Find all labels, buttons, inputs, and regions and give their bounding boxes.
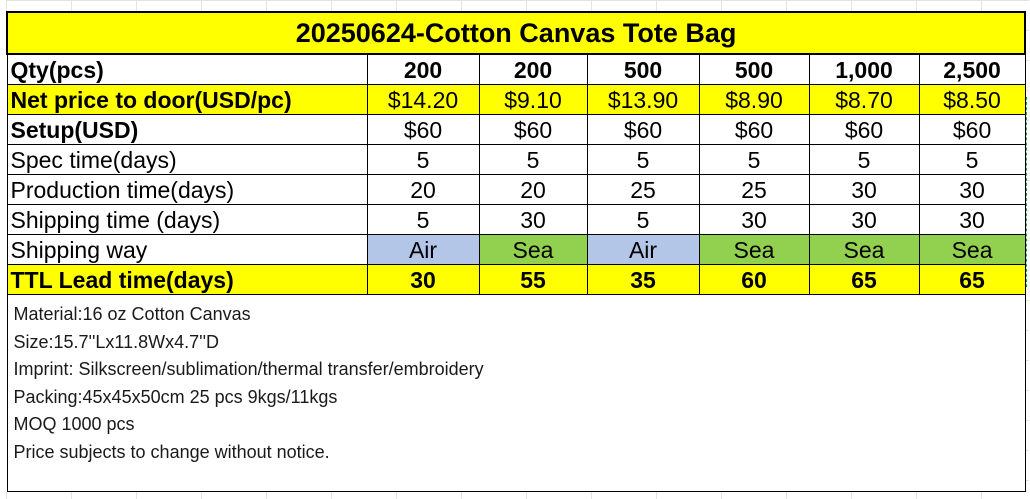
price-cell[interactable]: $14.20 bbox=[366, 84, 480, 115]
row-label[interactable]: Shipping time (days) bbox=[6, 204, 368, 235]
ttl-lead-time-row: TTL Lead time(days) 30 55 35 60 65 65 bbox=[6, 264, 1026, 295]
production-cell[interactable]: 25 bbox=[586, 174, 700, 205]
shipping-time-cell[interactable]: 30 bbox=[478, 204, 588, 235]
lead-time-cell[interactable]: 65 bbox=[808, 264, 920, 295]
setup-cell[interactable]: $60 bbox=[586, 114, 700, 145]
qty-label[interactable]: Qty(pcs) bbox=[6, 53, 368, 85]
production-cell[interactable]: 25 bbox=[698, 174, 810, 205]
production-time-row: Production time(days) 20 20 25 25 30 30 bbox=[6, 174, 1026, 205]
production-cell[interactable]: 30 bbox=[918, 174, 1026, 205]
shipping-way-cell[interactable]: Air bbox=[366, 234, 480, 265]
spec-cell[interactable]: 5 bbox=[698, 144, 810, 175]
spec-cell[interactable]: 5 bbox=[478, 144, 588, 175]
price-cell[interactable]: $8.90 bbox=[698, 84, 810, 115]
note-imprint: Imprint: Silkscreen/sublimation/thermal … bbox=[13, 359, 484, 379]
row-label[interactable]: TTL Lead time(days) bbox=[6, 264, 368, 295]
sheet-title[interactable]: 20250624-Cotton Canvas Tote Bag bbox=[5, 11, 1027, 55]
net-price-row: Net price to door(USD/pc) $14.20 $9.10 $… bbox=[6, 84, 1026, 115]
shipping-time-cell[interactable]: 30 bbox=[698, 204, 810, 235]
notes-row: Material:16 oz Cotton Canvas Size:15.7''… bbox=[6, 294, 1026, 492]
note-size: Size:15.7''Lx11.8Wx4.7''D bbox=[13, 331, 220, 352]
price-cell[interactable]: $8.70 bbox=[808, 84, 920, 115]
page-break-line bbox=[1026, 97, 1027, 287]
spec-cell[interactable]: 5 bbox=[808, 144, 920, 175]
shipping-time-cell[interactable]: 30 bbox=[918, 204, 1026, 235]
qty-row: Qty(pcs) 200 200 500 500 1,000 2,500 bbox=[6, 53, 1026, 85]
price-cell[interactable]: $8.50 bbox=[918, 84, 1026, 115]
lead-time-cell[interactable]: 60 bbox=[698, 264, 810, 295]
lead-time-cell[interactable]: 30 bbox=[366, 264, 480, 295]
qty-cell[interactable]: 2,500 bbox=[918, 53, 1026, 85]
note-material: Material:16 oz Cotton Canvas bbox=[13, 304, 251, 324]
shipping-time-cell[interactable]: 5 bbox=[366, 204, 480, 235]
notes-cell[interactable]: Material:16 oz Cotton Canvas Size:15.7''… bbox=[6, 294, 1026, 492]
qty-cell[interactable]: 500 bbox=[698, 53, 810, 85]
row-label[interactable]: Spec time(days) bbox=[6, 144, 368, 175]
lead-time-cell[interactable]: 55 bbox=[478, 264, 588, 295]
qty-cell[interactable]: 1,000 bbox=[808, 53, 920, 85]
shipping-time-cell[interactable]: 5 bbox=[586, 204, 700, 235]
row-label[interactable]: Production time(days) bbox=[6, 174, 368, 205]
shipping-way-cell[interactable]: Sea bbox=[918, 234, 1026, 265]
spec-cell[interactable]: 5 bbox=[918, 144, 1026, 175]
qty-cell[interactable]: 500 bbox=[586, 53, 700, 85]
spec-time-row: Spec time(days) 5 5 5 5 5 5 bbox=[6, 144, 1026, 175]
row-label[interactable]: Net price to door(USD/pc) bbox=[6, 84, 368, 115]
note-packing: Packing:45x45x50cm 25 pcs 9kgs/11kgs bbox=[13, 386, 338, 407]
shipping-time-row: Shipping time (days) 5 30 5 30 30 30 bbox=[6, 204, 1026, 235]
row-label[interactable]: Setup(USD) bbox=[6, 114, 368, 145]
spec-cell[interactable]: 5 bbox=[586, 144, 700, 175]
note-price-disclaimer: Price subjects to change without notice. bbox=[13, 441, 330, 462]
setup-cell[interactable]: $60 bbox=[366, 114, 480, 145]
shipping-way-cell[interactable]: Sea bbox=[808, 234, 920, 265]
shipping-way-cell[interactable]: Sea bbox=[478, 234, 588, 265]
lead-time-cell[interactable]: 65 bbox=[918, 264, 1026, 295]
setup-cell[interactable]: $60 bbox=[478, 114, 588, 145]
production-cell[interactable]: 20 bbox=[478, 174, 588, 205]
price-cell[interactable]: $13.90 bbox=[586, 84, 700, 115]
shipping-way-row: Shipping way Air Sea Air Sea Sea Sea bbox=[6, 234, 1026, 265]
production-cell[interactable]: 20 bbox=[366, 174, 480, 205]
row-label[interactable]: Shipping way bbox=[6, 234, 368, 265]
shipping-way-cell[interactable]: Sea bbox=[698, 234, 810, 265]
qty-cell[interactable]: 200 bbox=[366, 53, 480, 85]
setup-cell[interactable]: $60 bbox=[698, 114, 810, 145]
price-cell[interactable]: $9.10 bbox=[478, 84, 588, 115]
spec-cell[interactable]: 5 bbox=[366, 144, 480, 175]
quote-table: 20250624-Cotton Canvas Tote Bag Qty(pcs)… bbox=[5, 11, 1027, 492]
setup-cell[interactable]: $60 bbox=[918, 114, 1026, 145]
production-cell[interactable]: 30 bbox=[808, 174, 920, 205]
qty-cell[interactable]: 200 bbox=[478, 53, 588, 85]
lead-time-cell[interactable]: 35 bbox=[586, 264, 700, 295]
shipping-way-cell[interactable]: Air bbox=[586, 234, 700, 265]
note-moq: MOQ 1000 pcs bbox=[13, 414, 135, 434]
shipping-time-cell[interactable]: 30 bbox=[808, 204, 920, 235]
title-row: 20250624-Cotton Canvas Tote Bag bbox=[5, 11, 1027, 55]
setup-row: Setup(USD) $60 $60 $60 $60 $60 $60 bbox=[6, 114, 1026, 145]
setup-cell[interactable]: $60 bbox=[808, 114, 920, 145]
